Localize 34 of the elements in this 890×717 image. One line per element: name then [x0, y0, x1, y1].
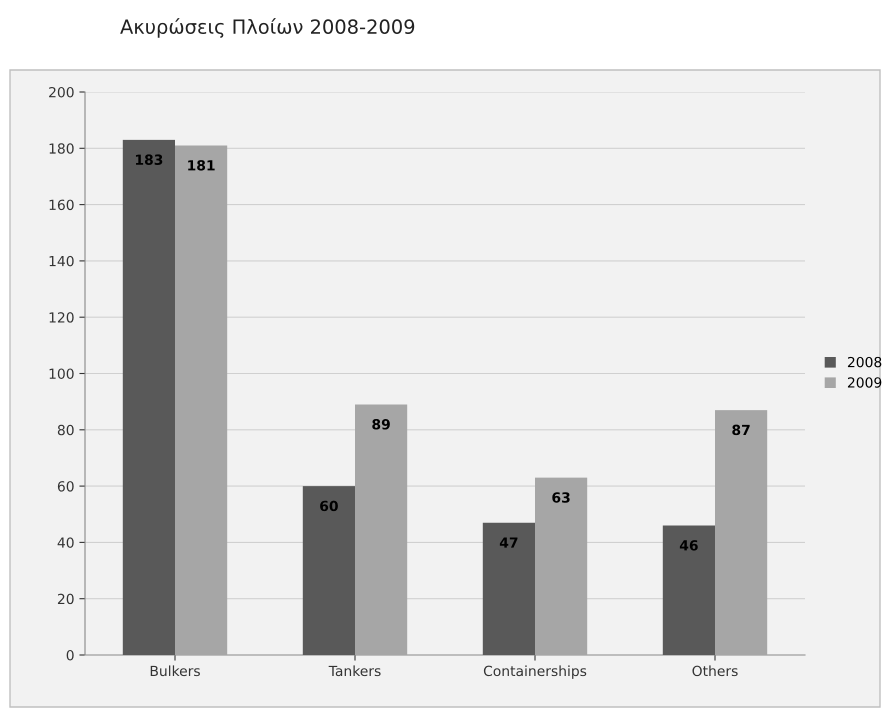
data-label: 89 — [372, 419, 390, 430]
data-label: 183 — [136, 154, 162, 165]
legend-label: 2009 — [848, 377, 882, 388]
y-tick-label: 100 — [50, 368, 74, 379]
y-tick-label: 60 — [58, 481, 74, 492]
data-label: 181 — [188, 160, 215, 171]
x-tick-label: Containerships — [484, 665, 586, 679]
y-tick-label: 0 — [66, 650, 74, 660]
y-tick-label: 200 — [49, 86, 74, 98]
x-tick-label: Bulkers — [150, 665, 200, 676]
y-tick-label: 160 — [50, 200, 74, 210]
bar — [175, 145, 228, 655]
bar — [662, 526, 715, 655]
data-label: 63 — [552, 492, 570, 503]
data-label: 60 — [320, 500, 338, 512]
data-label: 46 — [680, 540, 698, 551]
y-tick-label: 80 — [58, 424, 74, 436]
bar — [122, 140, 175, 655]
bar — [355, 404, 408, 655]
bar — [535, 478, 588, 655]
y-tick-label: 40 — [58, 537, 74, 548]
x-tick-label: Tankers — [328, 665, 381, 676]
chart-title: Ακυρώσεις Πλοίων 2008-2009 — [120, 18, 414, 38]
y-tick-label: 180 — [50, 143, 74, 154]
data-label: 87 — [732, 424, 750, 436]
y-tick-label: 140 — [50, 256, 74, 266]
y-tick-label: 120 — [50, 312, 74, 323]
x-tick-label: Others — [692, 665, 738, 676]
data-label: 47 — [500, 537, 518, 548]
bar — [715, 410, 768, 655]
bar — [302, 486, 355, 655]
bar — [482, 522, 535, 655]
legend-label: 2008 — [848, 356, 882, 368]
y-tick-label: 20 — [58, 594, 74, 604]
